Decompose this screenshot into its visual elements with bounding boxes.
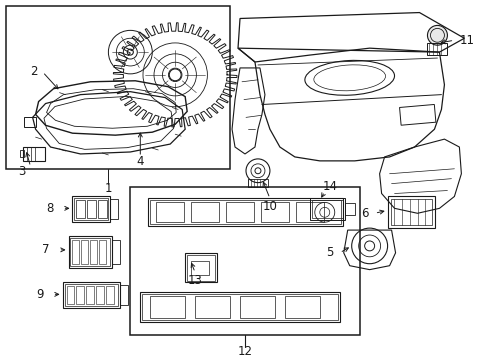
Text: 2: 2 <box>30 66 37 78</box>
Bar <box>261 202 288 222</box>
Bar <box>22 147 44 161</box>
Bar <box>399 104 435 125</box>
Bar <box>150 201 340 224</box>
Bar <box>68 236 112 268</box>
Bar <box>285 296 319 318</box>
Text: 5: 5 <box>325 246 333 259</box>
Bar <box>150 296 185 318</box>
Text: 1: 1 <box>104 182 112 195</box>
Circle shape <box>427 26 447 45</box>
Bar <box>191 261 209 275</box>
Bar <box>309 198 344 220</box>
Bar <box>130 186 359 335</box>
Bar <box>140 292 339 322</box>
Bar <box>87 201 96 218</box>
Bar <box>96 287 104 304</box>
Circle shape <box>127 49 133 55</box>
Bar <box>247 179 267 186</box>
Bar <box>156 202 184 222</box>
Text: 11: 11 <box>459 34 474 47</box>
Bar <box>142 294 337 320</box>
Text: 6: 6 <box>360 207 367 220</box>
Bar <box>98 201 107 218</box>
Bar <box>110 199 118 219</box>
Bar <box>81 240 88 264</box>
Bar <box>427 43 447 55</box>
Bar <box>295 202 323 222</box>
Text: 14: 14 <box>322 180 337 193</box>
Text: 8: 8 <box>46 202 53 215</box>
Bar <box>311 201 342 218</box>
Bar <box>191 202 219 222</box>
Bar <box>72 240 80 264</box>
Bar <box>62 283 120 308</box>
Text: 3: 3 <box>18 165 25 178</box>
Bar <box>23 117 36 127</box>
Bar <box>187 255 215 280</box>
Bar <box>90 240 97 264</box>
Bar <box>225 202 253 222</box>
Bar <box>344 203 354 215</box>
Bar <box>76 201 85 218</box>
Text: 13: 13 <box>187 274 202 287</box>
Bar <box>148 198 342 226</box>
Bar <box>72 197 110 222</box>
Bar <box>20 150 23 157</box>
Text: 10: 10 <box>262 200 277 213</box>
Bar <box>195 296 229 318</box>
Bar <box>240 296 274 318</box>
Bar <box>6 6 229 169</box>
Bar <box>64 284 118 306</box>
Circle shape <box>169 69 181 81</box>
Bar <box>185 253 217 283</box>
Bar <box>106 287 114 304</box>
Bar <box>74 198 108 220</box>
Text: 12: 12 <box>237 345 252 358</box>
Bar <box>70 238 110 266</box>
Bar <box>99 240 106 264</box>
Bar <box>120 285 128 305</box>
Bar <box>66 287 74 304</box>
Bar <box>76 287 84 304</box>
Bar <box>390 199 431 225</box>
Bar <box>86 287 94 304</box>
Text: 4: 4 <box>136 156 144 168</box>
Bar <box>387 197 435 228</box>
Bar <box>112 240 120 264</box>
Text: 7: 7 <box>42 243 49 256</box>
Text: 9: 9 <box>36 288 43 301</box>
